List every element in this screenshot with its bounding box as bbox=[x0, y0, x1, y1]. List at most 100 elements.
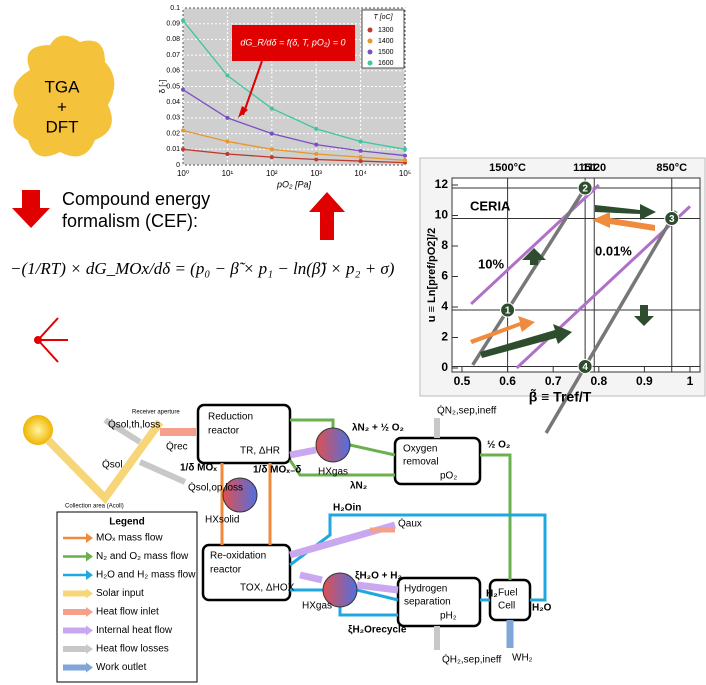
y-tick-label: 0.08 bbox=[166, 36, 180, 43]
flow bbox=[340, 607, 398, 615]
isobar-label: 10% bbox=[478, 256, 504, 271]
internal-heat bbox=[357, 585, 398, 590]
x-tick-label: 1 bbox=[687, 374, 694, 388]
cef-heading: Compound energy bbox=[62, 189, 210, 209]
legend-label: 1600 bbox=[378, 60, 394, 67]
legend-marker bbox=[368, 28, 373, 33]
cloud-text: + bbox=[57, 97, 67, 116]
point bbox=[181, 128, 185, 132]
point bbox=[270, 155, 274, 159]
point bbox=[181, 147, 185, 151]
label: Receiver aperture bbox=[132, 410, 180, 416]
x-axis-label: pO₂ [Pa] bbox=[276, 179, 311, 189]
flow bbox=[480, 455, 510, 580]
flow bbox=[350, 445, 395, 455]
box-text: TR, ΔHR bbox=[240, 446, 280, 457]
box-text: Re-oxidation bbox=[210, 551, 266, 562]
legend-title: Legend bbox=[109, 517, 145, 528]
label: 1/δ MOₓ bbox=[180, 463, 217, 474]
legend-label: Heat flow losses bbox=[96, 644, 169, 655]
point bbox=[359, 155, 363, 159]
x-tick-label: 0.9 bbox=[636, 374, 653, 388]
point bbox=[225, 116, 229, 120]
legend-label: Solar input bbox=[96, 588, 144, 599]
label: Q̇sol,th,loss bbox=[108, 418, 160, 431]
box-text: removal bbox=[403, 457, 439, 468]
point bbox=[314, 143, 318, 147]
state-label: 3 bbox=[669, 214, 675, 225]
split-arrows bbox=[35, 318, 68, 362]
legend-label: Work outlet bbox=[96, 662, 147, 673]
label: λN₂ + ½ O₂ bbox=[352, 423, 404, 434]
temperature-label: 1500°C bbox=[489, 162, 526, 174]
material-label: CERIA bbox=[470, 198, 511, 213]
top-chart: 00.010.020.030.040.050.060.070.080.090.1… bbox=[158, 5, 411, 190]
red-arrow-up bbox=[309, 192, 345, 240]
box-text: reactor bbox=[210, 565, 242, 576]
legend-label: H₂O and H₂ mass flow bbox=[96, 570, 196, 581]
cloud-text: TGA bbox=[45, 77, 81, 96]
legend-label: 1400 bbox=[378, 38, 394, 45]
label: HXgas bbox=[318, 467, 348, 478]
point bbox=[270, 106, 274, 110]
internal-heat bbox=[290, 450, 316, 455]
point bbox=[403, 158, 407, 162]
y-tick-label: 0.01 bbox=[166, 146, 180, 153]
cef-heading: formalism (CEF): bbox=[62, 211, 198, 231]
label: ½ O₂ bbox=[487, 440, 510, 451]
label: WH₂ bbox=[512, 653, 533, 664]
label: Collection area (Acoll) bbox=[65, 504, 124, 510]
x-tick-label: 0.6 bbox=[499, 374, 516, 388]
y-tick-label: 0.03 bbox=[166, 115, 180, 122]
point bbox=[314, 127, 318, 131]
state-label: 2 bbox=[582, 184, 588, 195]
state-label: 4 bbox=[582, 362, 588, 373]
y-tick-label: 0.04 bbox=[166, 99, 180, 106]
label: 1/δ MOₓ₋δ bbox=[253, 465, 301, 476]
y-tick-label: 0 bbox=[176, 162, 180, 169]
y-tick-label: 6 bbox=[441, 269, 448, 283]
annotation: dG_R/dδ = f(δ, T, pO₂) = 0 bbox=[240, 37, 345, 47]
x-tick-label: 0.7 bbox=[545, 374, 562, 388]
x-tick-label: 10¹ bbox=[222, 169, 234, 178]
x-tick-label: 0.8 bbox=[590, 374, 607, 388]
y-tick-label: 0 bbox=[441, 360, 448, 374]
label: Q̇H₂,sep,ineff bbox=[442, 653, 502, 666]
label: H₂ bbox=[486, 589, 498, 600]
y-tick-label: 10 bbox=[435, 208, 449, 222]
x-tick-label: 10² bbox=[266, 169, 278, 178]
point bbox=[270, 132, 274, 136]
box-text: pH₂ bbox=[440, 611, 457, 622]
label: Q̇sol bbox=[102, 458, 123, 471]
loss-arrow bbox=[140, 462, 185, 482]
box-text: TOX, ΔHOX bbox=[240, 583, 295, 594]
legend-label: 1500 bbox=[378, 49, 394, 56]
y-tick-label: 2 bbox=[441, 330, 448, 344]
point bbox=[359, 139, 363, 143]
point bbox=[225, 152, 229, 156]
state-label: 1 bbox=[505, 306, 511, 317]
label: Q̇N₂,sep,ineff bbox=[437, 404, 497, 417]
legend-label: Internal heat flow bbox=[96, 625, 173, 636]
y-tick-label: 0.05 bbox=[166, 83, 180, 90]
y-tick-label: 0.06 bbox=[166, 68, 180, 75]
point bbox=[225, 74, 229, 78]
label: λN₂ bbox=[350, 481, 367, 492]
cloud-text: DFT bbox=[45, 117, 78, 136]
point bbox=[403, 147, 407, 151]
point bbox=[403, 154, 407, 158]
box-text: separation bbox=[404, 597, 451, 608]
box-text: Oxygen bbox=[403, 444, 437, 455]
y-tick-label: 8 bbox=[441, 238, 448, 252]
label: ξH₂O + H₂ bbox=[355, 571, 402, 582]
heat-exchanger bbox=[316, 428, 350, 462]
x-tick-label: 0.5 bbox=[454, 374, 471, 388]
y-axis-label: δ [-] bbox=[158, 80, 167, 94]
temperature-label: 850°C bbox=[656, 162, 687, 174]
point bbox=[359, 159, 363, 163]
point bbox=[270, 147, 274, 151]
internal-heat bbox=[300, 575, 322, 580]
temperature-label: 1120 bbox=[582, 162, 606, 174]
page: TGA + DFT 00.010.020.030.040.050.060.070… bbox=[0, 0, 706, 685]
label: Q̇aux bbox=[398, 517, 422, 530]
